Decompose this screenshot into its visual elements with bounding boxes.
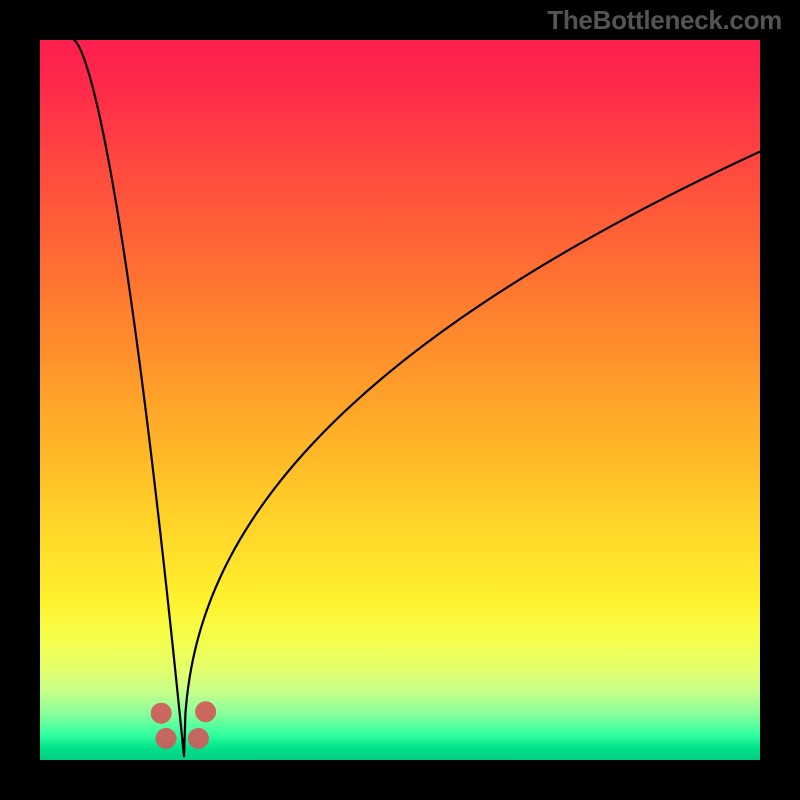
- marker-point: [156, 728, 177, 749]
- marker-point: [188, 728, 209, 749]
- watermark-text: TheBottleneck.com: [547, 5, 782, 36]
- marker-point: [151, 703, 172, 724]
- gradient-background: [40, 40, 760, 760]
- frame: TheBottleneck.com: [0, 0, 800, 800]
- plot-area: [40, 40, 760, 760]
- marker-point: [195, 701, 216, 722]
- plot-svg: [40, 40, 760, 760]
